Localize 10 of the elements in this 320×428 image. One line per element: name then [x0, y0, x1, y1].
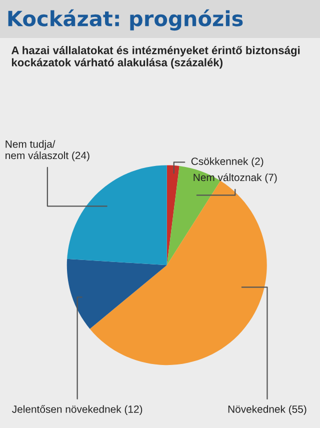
pie-slice [66, 258, 167, 329]
chart-subtitle: A hazai vállalatokat és intézményeket érintő biztonsági kockázatok várható alakulása (százalék) [11, 46, 300, 69]
chart-title: Kockázat: prognózis [8, 9, 243, 31]
slice-label: Növekednek (55) [228, 405, 306, 415]
slice-label: Csökkennek (2) [191, 157, 264, 168]
pie-slice [90, 180, 267, 366]
pie-slice [67, 165, 167, 266]
slice-label: Jelentősen növekednek (12) [12, 405, 142, 415]
slice-label: Nem tudja/ nem válaszolt (24) [6, 140, 90, 162]
slice-label: Nem változnak (7) [194, 173, 277, 184]
